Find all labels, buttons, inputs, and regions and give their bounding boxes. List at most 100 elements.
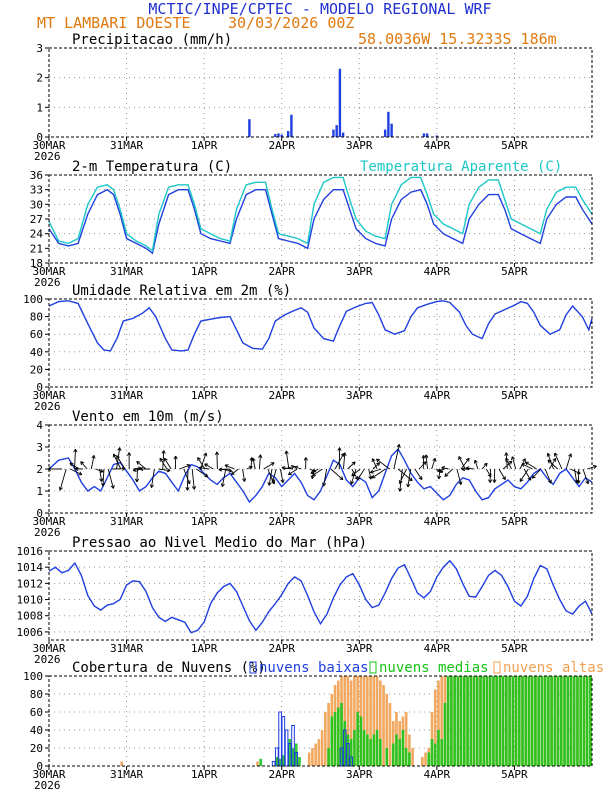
y-tick-label: 80 xyxy=(30,311,43,324)
cloud-bar-high xyxy=(120,761,124,766)
x-tick-label: 4APR xyxy=(424,768,451,781)
panel-title: Vento em 10m (m/s) xyxy=(72,409,224,425)
wind-arrow xyxy=(458,456,466,470)
cloud-bar-high xyxy=(437,680,440,766)
wind-arrow xyxy=(519,468,529,482)
wind-arrow-head xyxy=(73,448,78,453)
cloud-bar-high xyxy=(408,734,411,766)
wind-arrow-head xyxy=(214,451,220,456)
cloud-bar-mid xyxy=(427,752,431,766)
x-tick-label: 30MAR xyxy=(32,642,65,655)
x-tick-label: 2APR xyxy=(268,389,295,402)
cloud-bar-mid xyxy=(543,676,547,766)
wind-arrow-head xyxy=(527,476,532,481)
x-tick-label: 4APR xyxy=(424,139,451,152)
y-tick-label: 18 xyxy=(30,257,43,270)
location-label: MT LAMBARI DOESTE xyxy=(37,14,191,32)
series-line-1 xyxy=(48,448,593,504)
x-tick-label: 30MAR xyxy=(32,139,65,152)
x-tick-label: 3APR xyxy=(346,139,373,152)
x-tick-label: 2APR xyxy=(268,265,295,278)
x-tick-label: 1APR xyxy=(191,515,218,528)
humidity-panel: 0 20 40 60 80 100 30MAR 31MAR 1APR 2APR 3APR 4APR 5A… xyxy=(23,283,593,413)
cloud-bar-mid xyxy=(259,758,263,766)
cloud-bar-mid xyxy=(336,707,340,766)
cloud-bar-low xyxy=(275,747,279,767)
cloud-bar-mid xyxy=(524,676,528,766)
cloud-bar-mid xyxy=(479,676,482,766)
wind-arrow-head xyxy=(271,480,276,485)
precip-bar xyxy=(332,129,335,137)
wind-arrow-head xyxy=(310,475,315,480)
cloud-bar-mid xyxy=(366,734,369,766)
cloud-bar-high xyxy=(366,676,369,766)
wind-arrow-head xyxy=(112,453,117,458)
cloud-bar-mid xyxy=(340,703,343,766)
panel-frame xyxy=(48,298,593,388)
wind-arrow xyxy=(224,464,235,470)
wind-arrow-head xyxy=(350,480,355,485)
wind-arrow xyxy=(162,450,165,470)
wind-arrow-head xyxy=(502,476,506,481)
wind-arrow-head xyxy=(371,458,376,463)
panel-title: Umidade Relativa em 2m (%) xyxy=(72,283,291,299)
wind-arrow xyxy=(456,468,462,485)
wind-arrow-head xyxy=(351,472,356,477)
cloud-bar-mid xyxy=(534,676,537,766)
wind-arrow-head xyxy=(218,467,223,472)
wind-arrow xyxy=(159,457,168,470)
x-tick-label: 1APR xyxy=(191,642,218,655)
wind-arrow-head xyxy=(149,484,154,488)
wind-arrow-head xyxy=(432,457,437,462)
cloud-bar-low xyxy=(284,729,289,767)
cloud-bar-mid xyxy=(330,716,334,766)
wind-arrow xyxy=(554,452,563,470)
cloud-bar-mid xyxy=(492,676,495,766)
cloud-bar-mid xyxy=(446,676,450,766)
wind-arrow-head xyxy=(554,452,558,457)
wind-arrow xyxy=(544,468,552,484)
precip-bar xyxy=(390,123,393,137)
x-tick-label: 2APR xyxy=(268,139,295,152)
x-year-label: 2026 xyxy=(34,526,61,539)
x-tick-label: 4APR xyxy=(424,515,451,528)
wind-arrow-head xyxy=(110,484,115,489)
cloud-bar-mid xyxy=(343,721,347,766)
wind-panel: 0 1 2 3 4 30MAR 31MAR 1APR 2APR 3APR 4APR 5APR 2026 V… xyxy=(32,409,597,539)
wind-arrow xyxy=(107,468,114,489)
wind-arrow-head xyxy=(139,466,144,472)
x-tick-label: 31MAR xyxy=(110,389,143,402)
y-tick-label: 1012 xyxy=(17,577,44,590)
wind-arrow-head xyxy=(132,467,137,473)
y-tick-label: 24 xyxy=(30,228,44,241)
cloud-bar-high xyxy=(424,752,427,766)
wind-arrow xyxy=(163,457,172,470)
x-tick-label: 31MAR xyxy=(110,515,143,528)
x-tick-label: 2APR xyxy=(268,515,295,528)
wind-arrow-head xyxy=(458,481,463,486)
cloud-bar-mid xyxy=(475,676,479,766)
wind-arrow-head xyxy=(166,468,171,473)
y-tick-label: 0 xyxy=(36,760,43,773)
cloud-bar-mid xyxy=(278,758,282,766)
wind-arrow xyxy=(252,457,256,470)
wind-arrow-head xyxy=(511,456,516,461)
cloud-bar-mid xyxy=(437,730,440,766)
wind-arrow xyxy=(191,468,195,490)
cloud-bar-mid xyxy=(401,730,405,766)
wind-arrow xyxy=(221,468,227,487)
y-tick-label: 1010 xyxy=(17,594,44,607)
model-title: MCTIC/INPE/CPTEC - MODELO REGIONAL WRF xyxy=(148,0,491,18)
x-tick-label: 1APR xyxy=(191,389,218,402)
wind-arrow-head xyxy=(101,482,106,487)
wind-arrow xyxy=(288,468,298,476)
cloud-bar-mid xyxy=(385,748,389,766)
x-tick-label: 3APR xyxy=(346,389,373,402)
cloud-bar-mid xyxy=(472,676,476,766)
wind-arrow xyxy=(393,444,400,470)
wind-arrow-head xyxy=(136,460,141,465)
wind-arrow xyxy=(547,459,559,470)
wind-arrow-head xyxy=(224,464,229,469)
wind-arrow-head xyxy=(117,447,122,451)
